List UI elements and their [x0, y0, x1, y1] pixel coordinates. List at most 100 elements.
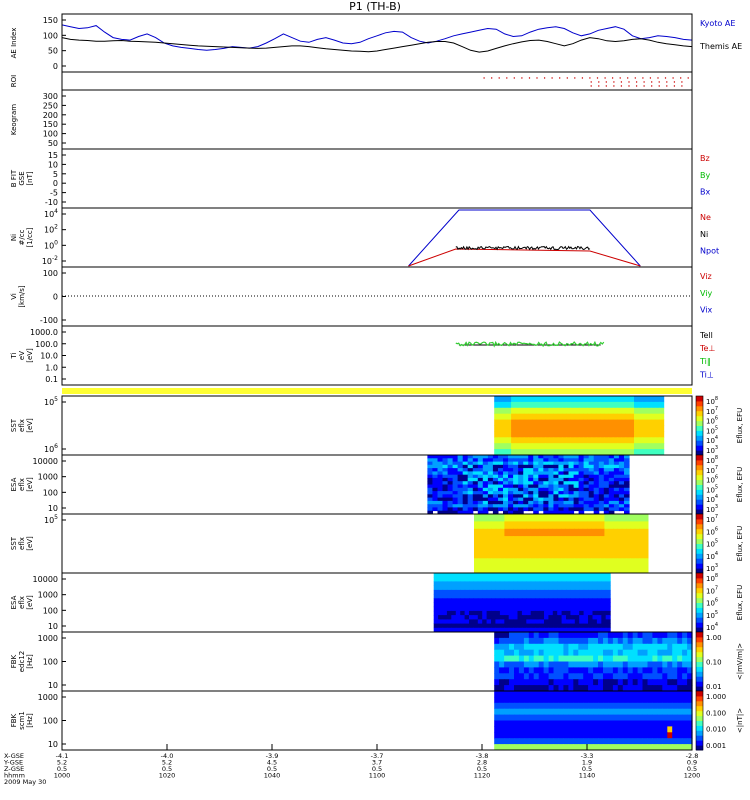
sst2-spectrogram-cell	[500, 521, 505, 530]
esa1-spectrogram-cell	[568, 474, 575, 479]
fbk2-spectrogram-cell	[632, 738, 639, 745]
fbk1-spectrogram-cell	[622, 667, 629, 674]
esa2-spectrogram-cell	[570, 627, 576, 633]
esa1-spectrogram-cell	[518, 458, 524, 462]
sst1-spectrogram-cell	[638, 425, 643, 432]
esa2-spectrogram-cell	[561, 615, 567, 620]
fbk1-spectrogram-cell	[538, 637, 545, 645]
bfgm-legend-Bx: Bx	[700, 188, 710, 197]
sst1-spectrogram-cell	[570, 419, 576, 426]
esa2-spectrogram-cell	[535, 602, 541, 608]
bfgm-ytick-label: -10	[45, 198, 58, 207]
esa2-spectrogram-cell	[526, 581, 532, 586]
fbk1-spectrogram-cell	[652, 649, 658, 656]
esa2-spectrogram-cell	[605, 585, 611, 591]
sst2-spectrogram-cell	[587, 550, 592, 559]
esa2-spectrogram-cell	[495, 610, 501, 616]
ae-series-line	[61, 24, 693, 51]
esa1-spectrogram-cell	[452, 471, 459, 476]
esa2-spectrogram-cell	[601, 610, 607, 616]
esa1-spectrogram-cell	[503, 507, 509, 512]
sst2-spectrogram-cell	[565, 565, 571, 574]
esa1-spectrogram-cell	[593, 491, 600, 495]
esa1-spectrogram-cell	[608, 500, 615, 505]
keogram-ytick-label: 200	[43, 111, 58, 120]
esa1-spectrogram-cell	[613, 504, 620, 508]
sst1-spectrogram-cell	[595, 413, 601, 420]
esa2-spectrogram-cell	[451, 615, 457, 620]
fbk2-spectrogram-cell	[578, 708, 584, 715]
roi-dot	[681, 85, 683, 87]
fbk1-spectrogram-cell	[573, 673, 579, 680]
esa1-spectrogram-cell	[553, 471, 559, 476]
esa1-spectrogram-cell	[432, 507, 438, 512]
fbk1-spectrogram-cell	[578, 685, 584, 692]
esa2-spectrogram-cell	[548, 602, 554, 608]
fbk1-spectrogram-cell	[509, 632, 515, 639]
esa1-colorbar-swatch	[696, 494, 703, 500]
esa1-spectrogram-cell	[503, 500, 509, 505]
sst1-spectrogram-cell	[578, 407, 584, 415]
sst1-spectrogram-cell	[659, 431, 665, 438]
fbk1-spectrogram-cell	[657, 649, 663, 656]
fbk1-spectrogram-cell	[583, 632, 589, 639]
fbk2-ytick-label: 10	[48, 740, 58, 749]
sst2-spectrogram-cell	[482, 558, 488, 567]
roi-dot	[658, 85, 660, 87]
esa2-spectrogram-cell	[521, 602, 527, 608]
fbk2-spectrogram-cell	[603, 702, 609, 710]
fbk2-spectrogram-cell	[687, 738, 693, 745]
sst2-spectrogram-cell	[539, 536, 545, 544]
esa1-spectrogram-cell	[573, 500, 580, 505]
esa1-spectrogram-cell	[457, 494, 464, 498]
esa2-spectrogram-cell	[495, 627, 501, 633]
fbk1-spectrogram-cell	[598, 637, 604, 645]
xtick-z_gse: 0.5	[477, 765, 487, 773]
esa1-spectrogram-cell	[518, 507, 524, 512]
esa1-spectrogram-cell	[603, 510, 610, 515]
esa1-spectrogram-cell	[503, 491, 509, 495]
fbk1-spectrogram-cell	[583, 685, 589, 692]
fbk2-spectrogram-cell	[558, 744, 564, 751]
sst2-spectrogram-cell	[517, 550, 523, 559]
sst2-spectrogram-cell	[569, 565, 575, 574]
esa1-spectrogram-cell	[472, 464, 479, 469]
esa2-spectrogram-cell	[535, 573, 541, 578]
fbk2-spectrogram-cell	[583, 732, 589, 739]
fbk1-spectrogram-cell	[622, 679, 629, 686]
fbk1-ylabel: FBK	[10, 654, 18, 668]
fbk1-spectrogram-cell	[553, 637, 559, 645]
esa1-spectrogram-cell	[548, 464, 554, 469]
esa2-spectrogram-cell	[574, 585, 580, 591]
esa1-spectrogram-cell	[492, 455, 499, 459]
esa2-spectrogram-cell	[495, 573, 501, 578]
fbk2-spectrogram-cell	[558, 732, 564, 739]
sst2-spectrogram-cell	[526, 550, 532, 559]
esa1-spectrogram-cell	[477, 487, 484, 492]
sst1-spectrogram-cell	[612, 396, 618, 403]
fbk1-spectrogram-cell	[667, 655, 673, 662]
fbk2-spectrogram-cell	[523, 708, 530, 715]
sst2-spectrogram-cell	[578, 536, 584, 544]
esa1-spectrogram-cell	[598, 491, 605, 495]
esa1-spectrogram-cell	[503, 494, 509, 498]
esa2-colorbar-label: Eflux, EFU	[736, 585, 744, 620]
sst1-spectrogram-cell	[583, 449, 588, 456]
sst1-spectrogram-cell	[617, 401, 622, 409]
esa1-spectrogram-cell	[492, 491, 499, 495]
fbk2-spectrogram-cell	[518, 744, 525, 751]
esa1-spectrogram-cell	[563, 458, 570, 462]
sst1-spectrogram-cell	[549, 419, 555, 426]
fbk2-spectrogram-cell	[583, 726, 589, 733]
sst2-spectrogram-cell	[613, 565, 618, 574]
esa2-spectrogram-cell	[552, 627, 558, 633]
esa2-spectrogram-cell	[596, 594, 602, 599]
fbk1-spectrogram-cell	[494, 667, 500, 674]
esa1-spectrogram-cell	[523, 474, 529, 479]
sst2-spectrogram-cell	[556, 558, 562, 567]
esa1-spectrogram-cell	[492, 497, 499, 502]
sst1-ylabel: SST	[10, 418, 18, 432]
esa1-spectrogram-cell	[624, 477, 630, 482]
esa2-spectrogram-cell	[464, 619, 470, 624]
sst1-spectrogram-cell	[650, 431, 656, 438]
